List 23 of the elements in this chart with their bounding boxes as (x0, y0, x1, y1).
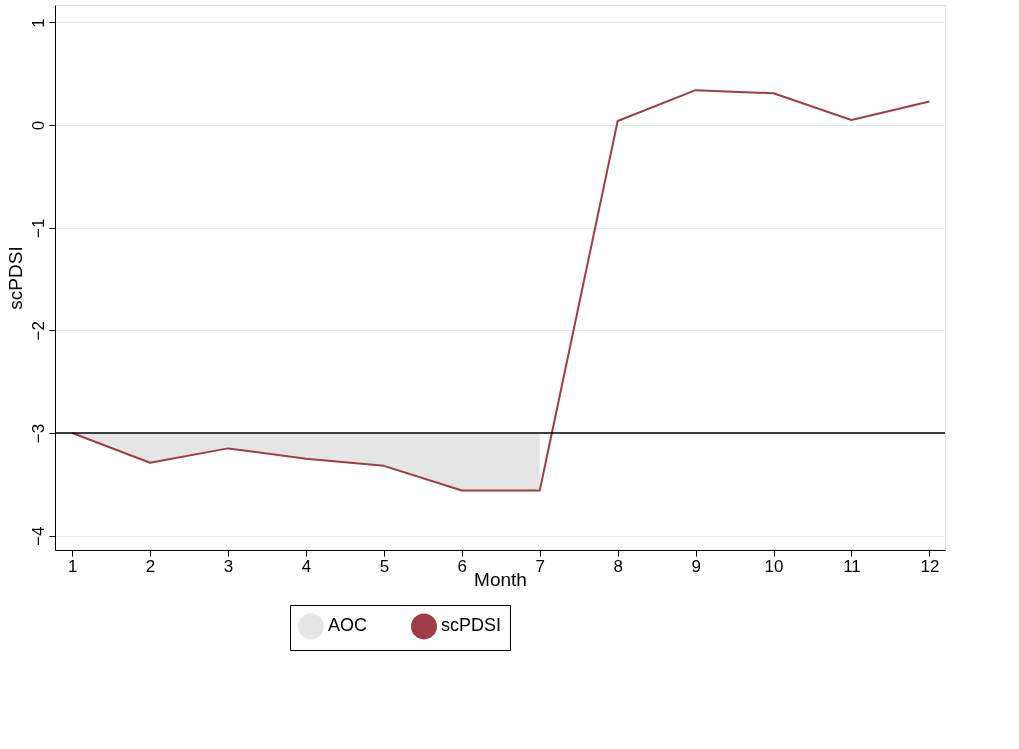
y-tick-label: 1 (28, 18, 48, 28)
x-tick-label: 12 (920, 556, 940, 576)
x-tick-label: 4 (301, 556, 312, 576)
line-series (71, 89, 931, 492)
x-tick-label: 6 (457, 556, 468, 576)
x-tick-label: 7 (535, 556, 545, 576)
y-tick-label: −1 (28, 218, 48, 238)
x-tick-label: 3 (223, 556, 234, 576)
legend-label: scPDSI (441, 615, 502, 636)
x-tick-label: 10 (764, 556, 784, 576)
y-tick-label: −3 (28, 423, 48, 444)
y-tick-label: −4 (28, 526, 48, 546)
x-axis-title: Month (474, 568, 527, 590)
x-tick-label: 9 (691, 556, 701, 576)
y-tick-label: −2 (28, 321, 48, 341)
x-tick-label: 1 (67, 556, 78, 576)
x-tick-label: 11 (843, 556, 861, 576)
y-tick-label: 0 (28, 120, 48, 131)
legend-label: AOC (328, 615, 368, 636)
y-axis-title: scPDSI (4, 246, 26, 310)
x-tick-label: 2 (145, 556, 156, 576)
x-tick-label: 5 (379, 556, 390, 576)
x-tick-label: 8 (613, 556, 623, 576)
